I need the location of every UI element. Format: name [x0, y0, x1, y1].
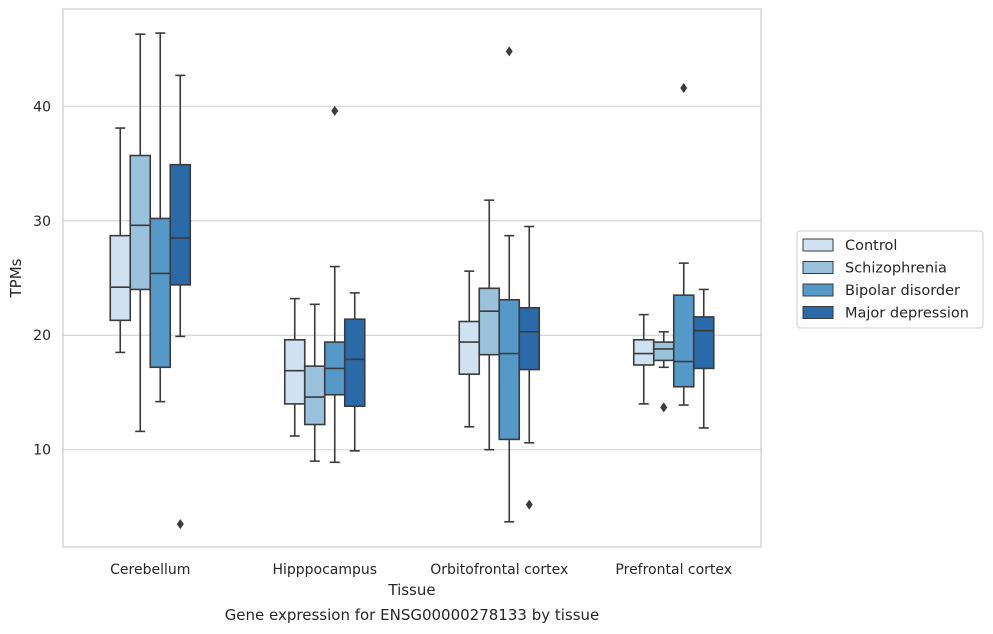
box-2-2 — [498, 46, 521, 523]
box-3-0 — [169, 74, 192, 530]
x-tick-label: Cerebellum — [110, 562, 190, 578]
legend-swatch — [802, 261, 834, 274]
box-body — [283, 339, 306, 405]
y-tick-label: 30 — [33, 214, 51, 230]
box-1-2 — [478, 199, 501, 451]
box-2-0 — [149, 32, 172, 403]
box-body — [343, 318, 366, 408]
box-body — [303, 365, 326, 426]
box-3-3 — [692, 288, 715, 429]
legend-label: Control — [845, 238, 897, 254]
y-axis-label: TPMs — [7, 258, 25, 298]
legend-label: Schizophrenia — [845, 261, 947, 277]
box-body — [478, 287, 501, 356]
y-tick-label: 40 — [33, 99, 51, 115]
box-body — [652, 341, 675, 362]
outlier-point — [505, 46, 513, 57]
box-3-1 — [343, 292, 366, 452]
box-2-1 — [323, 105, 346, 464]
legend: Control Schizophrenia Bipolar disorder Majo… — [796, 230, 984, 329]
figure-caption: Gene expression for ENSG00000278133 by t… — [224, 606, 600, 624]
outlier-point — [680, 82, 688, 93]
outlier-point — [660, 402, 668, 413]
box-body — [458, 320, 481, 375]
box-3-2 — [518, 225, 541, 510]
x-tick-labels: Cerebellum Hipppocampus Orbitofrontal cort… — [110, 562, 732, 578]
box-body — [129, 154, 152, 291]
box-body — [498, 298, 521, 441]
y-tick-label: 20 — [33, 328, 51, 344]
box-body — [632, 339, 655, 366]
box-body — [518, 306, 541, 371]
outlier-point — [176, 519, 184, 530]
plot-boxes — [109, 32, 715, 530]
box-body — [109, 234, 132, 322]
box-1-1 — [303, 303, 326, 462]
legend-swatch — [802, 238, 834, 252]
legend-swatch — [802, 306, 834, 319]
box-body — [672, 294, 695, 388]
box-body — [692, 316, 715, 370]
box-body — [149, 217, 172, 369]
x-tick-label: Hipppocampus — [272, 562, 377, 578]
y-tick-label: 10 — [33, 443, 51, 459]
outlier-point — [331, 105, 339, 116]
x-axis-label: Tissue — [387, 581, 435, 599]
box-2-3 — [672, 82, 695, 406]
y-tick-labels: 10 20 30 40 — [33, 99, 51, 458]
legend-label: Bipolar disorder — [845, 283, 960, 299]
legend-swatch — [802, 283, 834, 297]
box-0-3 — [632, 313, 655, 405]
legend-frame — [796, 230, 984, 329]
x-tick-label: Orbitofrontal cortex — [430, 562, 568, 578]
box-0-2 — [458, 270, 481, 428]
plot-frame — [62, 8, 762, 548]
outlier-point — [525, 499, 533, 510]
box-1-0 — [129, 33, 152, 433]
x-tick-label: Prefrontal cortex — [615, 562, 732, 578]
box-1-3 — [652, 330, 675, 413]
box-0-0 — [109, 127, 132, 354]
legend-label: Major depression — [845, 306, 969, 322]
box-0-1 — [283, 297, 306, 437]
box-body — [169, 163, 192, 286]
